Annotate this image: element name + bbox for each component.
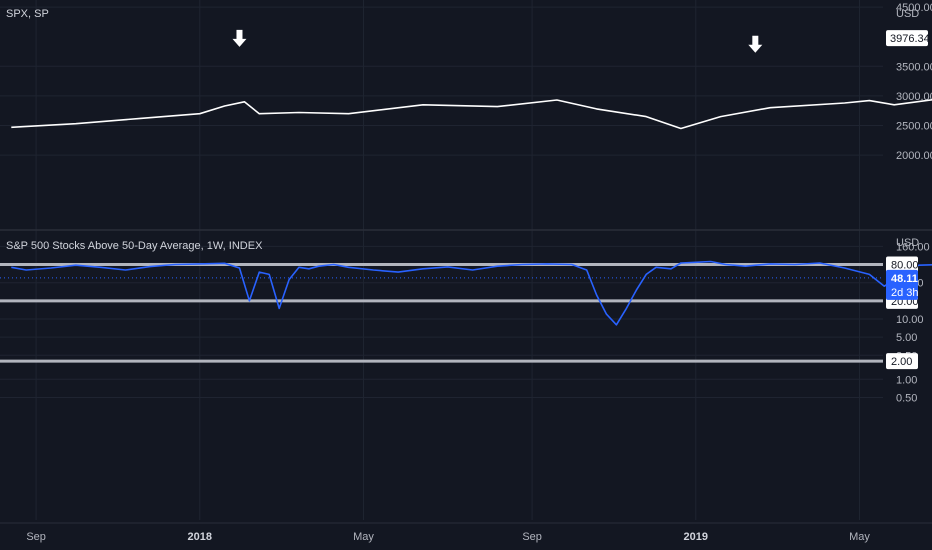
- spx-last-price-text: 3976.34: [890, 33, 930, 45]
- x-axis-label: May: [353, 531, 374, 543]
- breadth-last-value-text: 48.11: [891, 273, 918, 285]
- breadth-countdown-text: 2d 3h: [891, 287, 919, 299]
- x-axis-label: 2018: [188, 531, 212, 543]
- spx-last-price-badge: [886, 30, 928, 47]
- top-y-tick-label: 4500.00: [896, 2, 932, 14]
- bottom-pane-currency: USD: [896, 237, 919, 249]
- x-axis-label: Sep: [522, 531, 542, 543]
- x-axis-label: 2019: [684, 531, 708, 543]
- top-pane-currency: USD: [896, 8, 919, 20]
- level-badge-text: 2.00: [891, 356, 912, 368]
- top-y-tick-label: 3000.00: [896, 91, 932, 103]
- breadth-last-value-badge: [886, 269, 918, 300]
- bottom-y-tick-label: 10.00: [896, 314, 924, 326]
- x-axis-label: May: [849, 531, 870, 543]
- level-badge: [886, 256, 918, 273]
- down-arrow-icon: [232, 29, 247, 47]
- top-pane-title: SPX, SP: [6, 8, 49, 20]
- level-badge: [886, 353, 918, 370]
- top-y-tick-label: 2000.00: [896, 150, 932, 162]
- breadth-line[interactable]: [11, 260, 932, 375]
- top-y-tick-label: 2500.00: [896, 121, 932, 133]
- bottom-y-tick-label: 1.00: [896, 374, 917, 386]
- bottom-pane-title: S&P 500 Stocks Above 50-Day Average, 1W,…: [6, 240, 263, 252]
- level-badge-text: 80.00: [891, 260, 919, 272]
- top-y-tick-label: 3500.00: [896, 61, 932, 73]
- bottom-y-tick-label: 160.00: [896, 241, 930, 253]
- spx-price-line[interactable]: [11, 0, 932, 137]
- down-arrow-icon: [748, 35, 763, 53]
- bottom-y-tick-label: 5.00: [896, 332, 917, 344]
- bottom-y-tick-label: 0.50: [896, 392, 917, 404]
- x-axis-label: Sep: [26, 531, 46, 543]
